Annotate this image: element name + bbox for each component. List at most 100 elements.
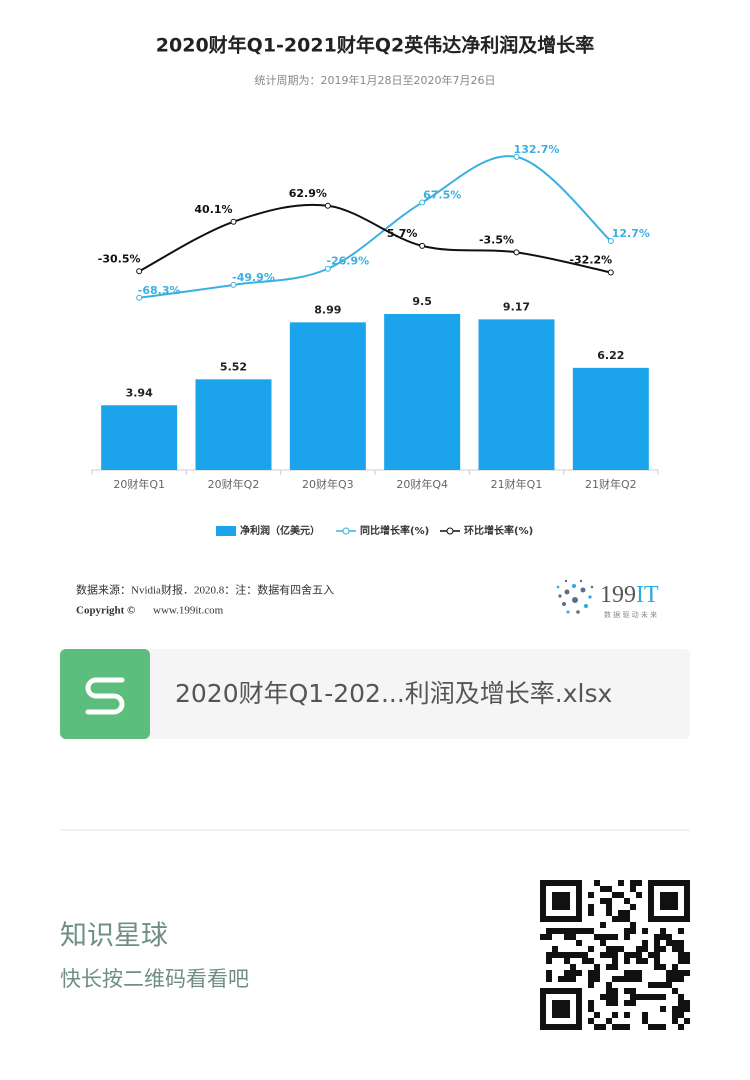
qr-code[interactable] bbox=[540, 880, 690, 1030]
line-label: 40.1% bbox=[194, 203, 232, 216]
line-point bbox=[324, 265, 331, 272]
qr-module bbox=[672, 976, 678, 982]
bar bbox=[195, 379, 272, 470]
qr-module bbox=[642, 928, 648, 934]
qr-module bbox=[606, 886, 612, 892]
qr-module bbox=[600, 940, 606, 946]
qr-module bbox=[582, 958, 588, 964]
qr-module bbox=[684, 1000, 690, 1006]
qr-module bbox=[540, 934, 546, 940]
qr-module bbox=[624, 934, 630, 940]
legend-swatch bbox=[342, 527, 350, 535]
qr-module bbox=[636, 880, 642, 886]
qr-module bbox=[564, 976, 570, 982]
qr-module bbox=[552, 928, 558, 934]
qr-module bbox=[588, 910, 594, 916]
qr-module bbox=[624, 1000, 630, 1006]
qr-module bbox=[624, 988, 630, 994]
qr-module bbox=[600, 1024, 606, 1030]
qr-module bbox=[570, 928, 576, 934]
qr-module bbox=[678, 970, 684, 976]
qr-module bbox=[648, 994, 654, 1000]
file-name[interactable]: 2020财年Q1-202...利润及增长率.xlsx bbox=[175, 679, 612, 708]
x-tick-label: 20财年Q3 bbox=[302, 477, 354, 491]
qr-module bbox=[552, 952, 558, 958]
file-icon-s bbox=[85, 677, 125, 715]
qr-module bbox=[576, 928, 582, 934]
qr-module bbox=[672, 1012, 678, 1018]
qr-module bbox=[588, 1006, 594, 1012]
logo-number: 199 bbox=[600, 582, 636, 608]
qr-module bbox=[672, 940, 678, 946]
qr-module bbox=[636, 892, 642, 898]
qr-module bbox=[678, 928, 684, 934]
qr-module bbox=[588, 976, 594, 982]
qr-module bbox=[606, 994, 612, 1000]
qr-module bbox=[606, 946, 612, 952]
qr-module bbox=[672, 970, 678, 976]
qr-module bbox=[648, 982, 654, 988]
qr-module bbox=[624, 928, 630, 934]
qr-module bbox=[648, 1024, 654, 1030]
qr-module bbox=[618, 946, 624, 952]
qr-module bbox=[612, 916, 618, 922]
qr-module bbox=[588, 982, 594, 988]
x-tick-label: 20财年Q2 bbox=[208, 477, 260, 491]
qr-module bbox=[618, 892, 624, 898]
legend-swatch bbox=[216, 526, 236, 536]
qr-module bbox=[618, 976, 624, 982]
file-card[interactable] bbox=[60, 649, 690, 739]
copyright: Copyright © bbox=[76, 605, 135, 617]
footer-title: 知识星球 bbox=[60, 921, 168, 952]
qr-module bbox=[618, 880, 624, 886]
qr-module bbox=[678, 958, 684, 964]
line-point bbox=[230, 218, 237, 225]
line-label: 12.7% bbox=[612, 227, 650, 240]
qr-module bbox=[648, 952, 654, 958]
qr-module bbox=[546, 970, 552, 976]
qr-module bbox=[558, 952, 564, 958]
line-label: -26.9% bbox=[326, 255, 369, 268]
x-tick-label: 20财年Q4 bbox=[396, 477, 448, 491]
x-tick-label: 20财年Q1 bbox=[113, 477, 165, 491]
qr-module bbox=[606, 910, 612, 916]
qr-finder bbox=[552, 892, 570, 910]
qr-module bbox=[612, 946, 618, 952]
qr-module bbox=[678, 1000, 684, 1006]
qr-module bbox=[630, 952, 636, 958]
qr-module bbox=[594, 970, 600, 976]
qr-module bbox=[588, 904, 594, 910]
line-point bbox=[136, 294, 143, 301]
qr-module bbox=[624, 898, 630, 904]
qr-module bbox=[630, 1000, 636, 1006]
qr-module bbox=[678, 1024, 684, 1030]
qr-module bbox=[594, 1024, 600, 1030]
qr-module bbox=[600, 886, 606, 892]
legend-swatch bbox=[446, 527, 454, 535]
qr-module bbox=[582, 928, 588, 934]
qr-module bbox=[624, 958, 630, 964]
qr-module bbox=[600, 898, 606, 904]
qr-module bbox=[594, 880, 600, 886]
qr-module bbox=[612, 1012, 618, 1018]
line-point bbox=[513, 153, 520, 160]
qr-module bbox=[606, 952, 612, 958]
qr-module bbox=[636, 946, 642, 952]
line-label: -3.5% bbox=[479, 233, 514, 246]
qr-module bbox=[618, 1024, 624, 1030]
bar-label: 9.17 bbox=[503, 300, 530, 313]
x-tick-label: 21财年Q1 bbox=[491, 477, 543, 491]
qr-module bbox=[546, 952, 552, 958]
qr-module bbox=[630, 922, 636, 928]
qr-module bbox=[594, 934, 600, 940]
qr-module bbox=[624, 910, 630, 916]
qr-module bbox=[588, 958, 594, 964]
qr-module bbox=[636, 976, 642, 982]
qr-module bbox=[558, 976, 564, 982]
line-label: -32.2% bbox=[569, 253, 612, 266]
qr-module bbox=[588, 892, 594, 898]
qr-module bbox=[654, 964, 660, 970]
qr-module bbox=[618, 916, 624, 922]
qr-module bbox=[612, 1000, 618, 1006]
line-point bbox=[324, 202, 331, 209]
